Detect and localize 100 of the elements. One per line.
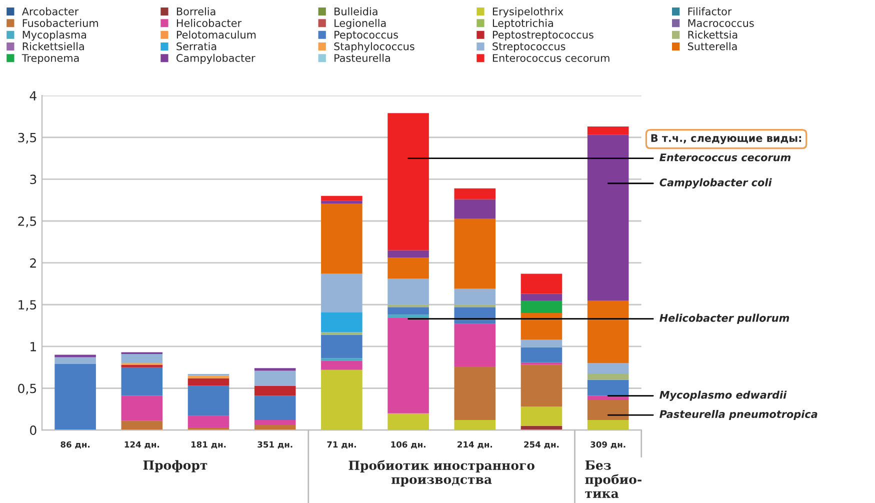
text: Без пробио- тика: [585, 460, 642, 498]
legend-label: Rickettsia: [688, 30, 738, 39]
bar: [587, 400, 629, 420]
bar: [388, 413, 429, 430]
bar: [454, 218, 496, 289]
bar: [454, 366, 496, 420]
y-tick-label: 3: [30, 174, 36, 184]
bar: [454, 324, 496, 367]
bar: [321, 274, 362, 312]
bar: [388, 113, 429, 250]
bar: [121, 396, 163, 421]
legend-label: Enterococcus cecorum: [492, 54, 610, 62]
bar: [520, 362, 562, 365]
bar: [254, 396, 296, 420]
bar: [520, 312, 562, 340]
bar: [520, 340, 562, 348]
bar: [321, 200, 362, 204]
y-tick-label: 2,5: [18, 216, 36, 228]
bar: [454, 307, 496, 324]
bar: [254, 386, 296, 396]
legend-label: Staphylococcus: [334, 42, 414, 52]
x-tick-label: 106 дн.: [391, 441, 426, 449]
y-tick-label: 0: [30, 426, 36, 435]
bar: [254, 370, 296, 386]
bar: [254, 420, 296, 426]
legend-label: Helicobacter: [176, 18, 242, 27]
legend-label: Arcobacter: [22, 7, 79, 16]
x-tick-label: 71 дн.: [327, 441, 356, 449]
legend-label: Mycoplasma: [22, 30, 86, 41]
bar: [587, 126, 629, 135]
bar: [188, 378, 230, 386]
bar: [321, 334, 362, 358]
legend-label: Streptococcus: [492, 42, 566, 52]
x-tick-label: 214 дн.: [458, 441, 492, 449]
bar: [188, 376, 230, 378]
bar: [587, 134, 629, 300]
bar: [321, 312, 362, 332]
bar: [587, 380, 629, 396]
y-tick-label: 1,5: [18, 300, 36, 311]
text: Pasteurella pneumotropica: [660, 410, 818, 420]
legend-label: Leptotrichia: [492, 18, 553, 30]
text: Campylobacter coli: [660, 178, 772, 188]
x-tick-label: 181 дн.: [191, 441, 226, 449]
bar: [54, 354, 96, 358]
legend-label: Filifactor: [688, 7, 732, 16]
bar: [454, 304, 496, 308]
legend-label: Macrococcus: [688, 19, 754, 27]
legend-label: Fusobacterium: [22, 18, 98, 27]
bar: [388, 307, 429, 315]
text: Пробиотик иностранного производства: [348, 460, 534, 486]
bar: [520, 294, 562, 300]
bar: [321, 203, 362, 274]
bar: [587, 363, 629, 374]
text: Helicobacter pullorum: [660, 314, 790, 324]
bar: [520, 347, 562, 362]
legend-label: Treponema: [22, 54, 79, 64]
bar: [321, 332, 362, 335]
bar: [188, 386, 230, 416]
bar: [454, 188, 496, 200]
bar: [121, 364, 163, 368]
annotation: Mycoplasmo edwardii: [660, 390, 787, 401]
legend-label: Erysipelothrix: [492, 7, 564, 18]
y-tick-label: 0,5: [18, 384, 36, 394]
legend-label: Peptostreptococcus: [492, 30, 594, 41]
text: Профорт: [143, 460, 208, 472]
legend-label: Sutterella: [688, 42, 737, 50]
bar: [388, 258, 429, 279]
x-tick-label: 351 дн.: [258, 441, 292, 449]
text: В т.ч., следующие виды:: [651, 134, 802, 144]
x-tick-label: 254 дн.: [524, 441, 559, 449]
bar: [454, 288, 496, 305]
x-tick-label: 124 дн.: [124, 441, 160, 449]
x-tick-label: 309 дн.: [590, 441, 626, 449]
x-tick-label: 86 дн.: [60, 441, 90, 449]
bar: [388, 314, 429, 318]
bar: [587, 374, 629, 380]
bar: [54, 364, 96, 430]
bar: [321, 196, 362, 201]
bar: [321, 360, 362, 370]
bar: [587, 420, 629, 430]
bar: [454, 199, 496, 218]
bar: [520, 406, 562, 426]
bar: [520, 364, 562, 407]
bar: [388, 304, 429, 308]
bar: [388, 250, 429, 258]
bar: [121, 420, 163, 430]
bar: [54, 357, 96, 364]
bar: [321, 358, 362, 361]
bar: [520, 274, 562, 294]
text: Enterococcus cecorum: [660, 154, 791, 162]
legend-label: Rickettsiella: [22, 42, 84, 50]
bar: [321, 370, 362, 430]
legend-label: Borrelia: [176, 7, 216, 16]
bar: [121, 367, 163, 396]
legend-label: Pasteurella: [334, 54, 390, 62]
y-tick-label: 1: [30, 342, 36, 352]
bar: [587, 300, 629, 364]
legend-label: Bulleidia: [334, 7, 378, 16]
legend-label: Pelotomaculum: [176, 30, 256, 39]
bar: [388, 318, 429, 414]
